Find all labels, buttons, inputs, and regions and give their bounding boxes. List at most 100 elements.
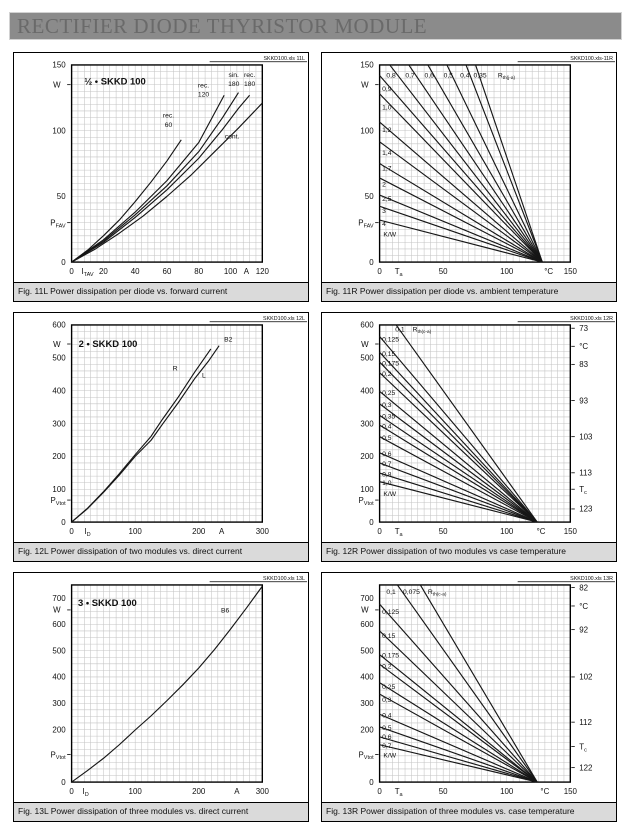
curve-label: 3 — [382, 208, 386, 215]
curve-label: 0,3 — [382, 697, 392, 704]
chart-curve — [475, 64, 543, 263]
right-axis-label: 93 — [579, 396, 588, 405]
x-axis-tick-label: 150 — [564, 787, 578, 796]
chart-annotation: Rth(c-a) — [413, 327, 432, 336]
x-axis-tick-label: 0 — [69, 527, 74, 536]
curve-label: 0,4 — [460, 72, 470, 79]
curve-label: 0,5 — [444, 72, 454, 79]
x-axis-unit-label: A — [234, 787, 240, 796]
x-axis-tick-label: 60 — [163, 267, 172, 276]
y-axis-unit-label: W — [361, 340, 369, 349]
y-axis-tick-label: 500 — [52, 646, 66, 655]
x-axis-unit-label: °C — [544, 267, 553, 276]
plot-border — [378, 64, 572, 263]
curve-label: 0,125 — [382, 609, 399, 616]
plot-border — [378, 584, 572, 783]
x-axis-tick-label: 40 — [131, 267, 140, 276]
curve-label: 1,7 — [382, 166, 392, 173]
right-axis-label: 113 — [579, 469, 592, 478]
y-axis-tick-label: 500 — [360, 354, 374, 363]
right-axis-label: °C — [579, 602, 588, 611]
curve-label: 0,5 — [382, 725, 392, 732]
chart-curve — [427, 64, 543, 263]
curve-label: 0,35 — [473, 72, 486, 79]
chart-curve — [379, 630, 538, 783]
x-axis-tick-label: 50 — [439, 787, 448, 796]
figure-panel-13R: 0 50 100 150 Ta °C 0 200 300 400 500 600 700 W PVtot 82… — [321, 572, 617, 822]
y-axis-tick-label: 300 — [360, 419, 374, 428]
y-axis-tick-label: 150 — [52, 61, 66, 70]
file-reference-label: SKKD100.xls 13L — [263, 576, 305, 582]
curve-label: R — [173, 365, 178, 372]
figure-panel-11R: 0 50 100 150 Ta °C 0 50 100 150 W PFAV 0,8 0,7 0,6 0,5 0… — [321, 52, 617, 302]
chart-13R: 0 50 100 150 Ta °C 0 200 300 400 500 600 700 W PVtot 82… — [358, 576, 616, 798]
curve-label: 0,1 — [395, 327, 405, 334]
figure-caption-11L: Fig. 11L Power dissipation per diode vs.… — [14, 282, 308, 301]
figure-panel-12R: 0 50 100 150 Ta °C 0 100 200 300 400 500 600 W PVtot 73… — [321, 312, 617, 562]
y-axis-quantity-label: PVtot — [358, 750, 374, 761]
y-axis-tick-label: 0 — [369, 518, 374, 527]
file-reference-label: SKKD100.xls 11L — [263, 56, 305, 62]
curve-label: 0,2 — [382, 664, 392, 671]
chart-curve — [379, 177, 543, 263]
chart-curve — [389, 64, 543, 263]
x-axis-tick-label: 100 — [224, 267, 238, 276]
y-axis-tick-label: 150 — [360, 61, 374, 70]
plot-border — [70, 324, 264, 523]
grid — [379, 584, 571, 783]
right-axis-label: 73 — [579, 324, 588, 333]
x-axis-tick-label: 0 — [69, 787, 74, 796]
curve-label: 1,4 — [382, 150, 392, 157]
y-axis-tick-label: 400 — [52, 673, 66, 682]
x-axis-quantity-label: ITAV — [81, 267, 93, 278]
chart-12L: 0 100 200 300 ID A 0 100 200 300 400 500 600 W PVtot R L… — [50, 316, 308, 538]
x-axis-tick-label: 100 — [500, 527, 514, 536]
x-axis-tick-label: 100 — [129, 787, 143, 796]
chart-curve — [379, 219, 543, 263]
chart-curve — [379, 121, 543, 263]
y-axis-quantity-label: PFAV — [358, 218, 374, 229]
chart-curve — [379, 436, 538, 523]
y-axis-tick-label: 600 — [360, 321, 374, 330]
chart-curve — [379, 603, 538, 783]
curve-label: 0,15 — [382, 633, 395, 640]
chart-curve — [379, 390, 538, 523]
x-axis-unit-label: A — [244, 267, 250, 276]
chart-curve — [379, 205, 543, 263]
chart-11R: 0 50 100 150 Ta °C 0 50 100 150 W PFAV 0,8 0,7 0,6 0,5 0… — [358, 56, 616, 278]
y-axis-tick-label: 200 — [52, 452, 66, 461]
chart-annotation: K/W — [383, 753, 396, 760]
chart-curve — [379, 336, 538, 523]
chart-curve — [379, 163, 543, 263]
grid — [379, 324, 571, 523]
curve-label: 1,2 — [382, 127, 392, 134]
x-axis-tick-label: 120 — [256, 267, 270, 276]
chart-curve — [396, 584, 538, 783]
page-header-banner: RECTIFIER DIODE THYRISTOR MODULE — [9, 12, 622, 40]
chart-curve — [71, 94, 251, 263]
chart-curve — [419, 584, 538, 783]
chart-curve — [379, 693, 538, 783]
x-axis-quantity-label: Ta — [395, 527, 404, 538]
right-axis-label: 123 — [579, 505, 593, 514]
x-axis-quantity-label: ID — [84, 527, 90, 538]
right-axis-label: 103 — [579, 432, 593, 441]
chart-curve — [379, 462, 538, 523]
curve-label: 0,25 — [382, 684, 395, 691]
curve-label: 0,8 — [382, 471, 392, 478]
curve-label: 0,175 — [382, 360, 399, 367]
right-axis-label: Tc — [579, 485, 587, 496]
curve-label: 0,4 — [382, 423, 392, 430]
x-axis-quantity-label: ID — [82, 787, 88, 798]
chart-curve — [379, 403, 538, 523]
x-axis-tick-label: 80 — [194, 267, 203, 276]
y-axis-tick-label: 500 — [360, 646, 374, 655]
curve-label: 0,6 — [425, 72, 435, 79]
y-axis-tick-label: 50 — [365, 192, 374, 201]
plot-border — [70, 584, 264, 783]
curve-label: rec. 180 — [244, 72, 255, 88]
x-axis-tick-label: 200 — [192, 787, 206, 796]
curve-label: sin. 180 — [228, 72, 239, 88]
chart-annotation: B2 — [224, 337, 232, 344]
